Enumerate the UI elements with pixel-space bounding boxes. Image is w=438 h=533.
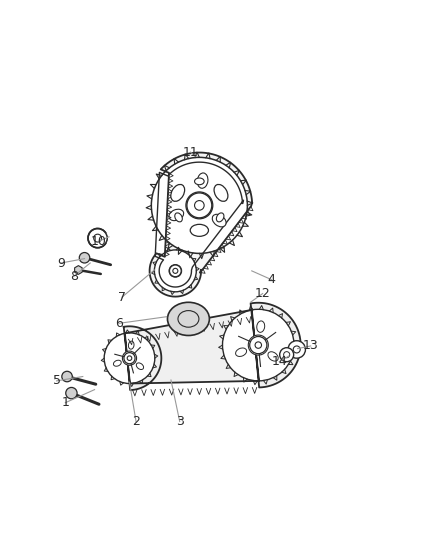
Polygon shape bbox=[124, 303, 300, 390]
Ellipse shape bbox=[136, 363, 144, 369]
Polygon shape bbox=[151, 157, 247, 253]
Ellipse shape bbox=[167, 302, 209, 335]
Circle shape bbox=[255, 342, 262, 349]
Ellipse shape bbox=[190, 224, 208, 236]
Circle shape bbox=[284, 352, 290, 358]
Ellipse shape bbox=[214, 184, 228, 201]
Polygon shape bbox=[223, 309, 294, 381]
Text: 6: 6 bbox=[116, 317, 124, 330]
Circle shape bbox=[194, 200, 204, 210]
Ellipse shape bbox=[236, 348, 247, 357]
Circle shape bbox=[248, 335, 268, 355]
Circle shape bbox=[194, 200, 204, 210]
Circle shape bbox=[280, 348, 293, 362]
Ellipse shape bbox=[194, 178, 204, 185]
Circle shape bbox=[169, 264, 182, 277]
Circle shape bbox=[94, 234, 102, 242]
Ellipse shape bbox=[128, 341, 134, 349]
Circle shape bbox=[170, 265, 181, 277]
Circle shape bbox=[186, 192, 213, 219]
Circle shape bbox=[255, 342, 261, 348]
Circle shape bbox=[187, 193, 212, 218]
Polygon shape bbox=[104, 333, 155, 384]
Polygon shape bbox=[154, 250, 196, 292]
Ellipse shape bbox=[169, 209, 184, 221]
Ellipse shape bbox=[175, 213, 182, 222]
Ellipse shape bbox=[257, 321, 265, 333]
Text: 9: 9 bbox=[57, 256, 65, 270]
Ellipse shape bbox=[212, 214, 226, 227]
Text: 5: 5 bbox=[53, 374, 60, 387]
Ellipse shape bbox=[216, 213, 224, 222]
Circle shape bbox=[293, 346, 300, 353]
Text: 14: 14 bbox=[272, 355, 287, 368]
Text: 12: 12 bbox=[255, 287, 271, 300]
Text: 11: 11 bbox=[183, 146, 198, 159]
Ellipse shape bbox=[197, 173, 208, 188]
Circle shape bbox=[127, 356, 132, 361]
Circle shape bbox=[288, 341, 305, 358]
Text: 1: 1 bbox=[61, 396, 69, 409]
Text: 13: 13 bbox=[303, 340, 318, 352]
Text: 2: 2 bbox=[132, 415, 140, 428]
Circle shape bbox=[122, 351, 137, 365]
Text: 8: 8 bbox=[70, 270, 78, 282]
Ellipse shape bbox=[113, 360, 121, 366]
Circle shape bbox=[66, 387, 77, 399]
Circle shape bbox=[88, 229, 107, 248]
Ellipse shape bbox=[268, 352, 278, 361]
Ellipse shape bbox=[171, 184, 185, 201]
Text: 7: 7 bbox=[118, 290, 126, 304]
Circle shape bbox=[127, 356, 132, 360]
Circle shape bbox=[250, 336, 267, 354]
Circle shape bbox=[124, 353, 135, 364]
Circle shape bbox=[79, 253, 90, 263]
Text: 4: 4 bbox=[268, 273, 276, 286]
Circle shape bbox=[173, 268, 178, 273]
Text: 10: 10 bbox=[91, 235, 107, 248]
Circle shape bbox=[173, 268, 178, 273]
Polygon shape bbox=[150, 152, 252, 297]
Text: 3: 3 bbox=[176, 415, 184, 428]
Circle shape bbox=[62, 372, 72, 382]
